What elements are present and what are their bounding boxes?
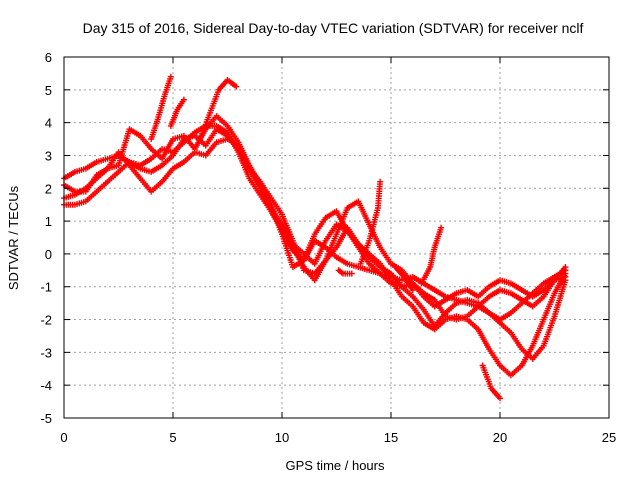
data-series [392,264,416,294]
x-tick-label: 25 [602,430,616,445]
x-tick-label: 0 [60,430,67,445]
axis-ticks: 0 5 10 15 20 25 -5 -4 -3 -2 -1 0 1 2 3 4 5 6 [40,50,616,445]
data-layer [61,73,569,402]
data-series [148,73,174,142]
y-tick-label: 2 [45,181,52,196]
y-tick-label: 1 [45,214,52,229]
data-point [562,264,569,271]
data-point [438,224,445,231]
data-series [61,136,569,379]
x-axis-label: GPS time / hours [286,458,385,473]
y-tick-label: -3 [40,345,52,360]
data-point [233,83,240,90]
plot-frame [63,56,610,419]
y-tick-label: 3 [45,148,52,163]
data-point [562,273,569,280]
x-tick-label: 20 [493,430,507,445]
x-tick-label: 10 [275,430,289,445]
y-tick-label: 6 [45,50,52,65]
data-point [497,395,503,402]
data-series [61,113,569,323]
y-tick-label: -1 [40,280,52,295]
data-point [377,178,384,185]
chart-title: Day 315 of 2016, Sidereal Day-to-day VTE… [83,20,584,36]
y-axis-label: SDTVAR / TECUs [6,185,21,290]
y-tick-label: 5 [45,83,52,98]
data-point [409,287,416,294]
data-series [167,96,187,129]
y-tick-label: -2 [40,313,52,328]
x-tick-label: 5 [169,430,176,445]
data-series [357,178,384,267]
data-point [348,270,355,277]
data-series [335,267,355,277]
data-series [198,77,240,139]
data-series [418,224,445,287]
y-tick-label: 0 [45,247,52,262]
x-tick-label: 15 [384,430,398,445]
data-series [270,211,569,310]
data-series [479,362,503,402]
y-tick-label: -4 [40,378,52,393]
y-tick-label: -5 [40,411,52,426]
data-point [180,96,187,103]
data-point [167,73,174,80]
y-tick-label: 4 [45,116,52,131]
